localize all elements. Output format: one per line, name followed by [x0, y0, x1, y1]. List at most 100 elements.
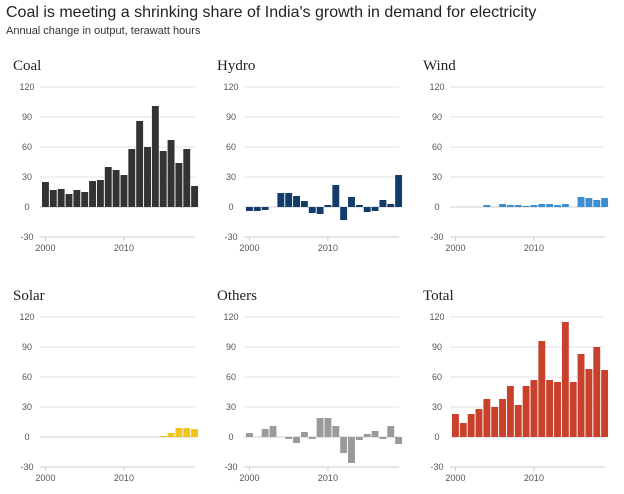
bar-total-2002	[467, 414, 475, 437]
x-tick-label: 2000	[239, 473, 259, 483]
bar-coal-2012	[136, 121, 144, 207]
y-tick-label: 90	[22, 342, 32, 352]
bar-total-2008	[514, 405, 522, 437]
bar-wind-2011	[538, 204, 546, 207]
bar-total-2007	[506, 386, 514, 437]
y-tick-label: -30	[224, 232, 237, 242]
bar-hydro-2019	[395, 175, 403, 207]
y-tick-label: 90	[432, 112, 442, 122]
y-tick-label: 0	[24, 432, 29, 442]
x-tick-label: 2010	[114, 243, 134, 253]
panel-title-hydro: Hydro	[217, 58, 255, 74]
y-tick-label: 60	[22, 372, 32, 382]
bar-hydro-2007	[300, 201, 308, 207]
bar-total-2000	[452, 414, 459, 437]
y-tick-label: -30	[20, 232, 33, 242]
bar-solar-2018	[183, 428, 191, 437]
bar-coal-2001	[49, 190, 57, 207]
bar-wind-2009	[522, 206, 530, 207]
y-tick-label: 30	[432, 172, 442, 182]
bar-wind-2018	[593, 200, 601, 207]
y-tick-label: 120	[429, 312, 444, 322]
chart-subtitle: Annual change in output, terawatt hours	[6, 25, 201, 37]
bar-total-2015	[569, 382, 577, 437]
bar-total-2004	[483, 399, 491, 437]
bar-hydro-2012	[340, 207, 348, 220]
bar-others-2002	[261, 429, 269, 437]
bar-solar-2019	[191, 429, 199, 437]
y-tick-label: 60	[226, 372, 236, 382]
bar-hydro-2016	[371, 207, 379, 211]
bar-others-2000	[246, 433, 253, 437]
y-tick-label: 60	[432, 372, 442, 382]
bar-hydro-2006	[293, 196, 300, 207]
bar-total-2001	[459, 423, 467, 437]
bar-coal-2007	[96, 180, 104, 207]
bar-coal-2002	[57, 189, 65, 207]
x-tick-label: 2000	[35, 473, 55, 483]
bar-hydro-2018	[387, 204, 395, 207]
panel-title-wind: Wind	[423, 58, 456, 74]
bar-total-2013	[554, 382, 561, 437]
chart-title: Coal is meeting a shrinking share of Ind…	[6, 4, 537, 21]
bar-others-2017	[379, 437, 387, 439]
bar-wind-2014	[561, 204, 569, 207]
bar-coal-2016	[167, 140, 175, 207]
bar-coal-2008	[104, 167, 112, 207]
bar-hydro-2004	[277, 193, 285, 207]
bar-wind-2007	[506, 205, 514, 207]
bar-wind-2010	[530, 205, 538, 207]
bar-coal-2019	[191, 186, 199, 207]
bar-coal-2015	[159, 151, 167, 207]
bar-coal-2003	[65, 194, 73, 207]
x-tick-label: 2010	[524, 473, 544, 483]
bar-total-2019	[601, 370, 609, 437]
bar-total-2005	[491, 407, 499, 437]
bar-total-2012	[546, 380, 554, 437]
bar-others-2008	[308, 437, 316, 439]
y-tick-label: 30	[22, 402, 32, 412]
bar-hydro-2009	[316, 207, 324, 214]
bar-others-2019	[395, 437, 403, 444]
bar-others-2006	[293, 437, 300, 443]
y-tick-label: 30	[226, 402, 236, 412]
bar-total-2016	[577, 354, 585, 437]
bar-others-2014	[355, 437, 363, 440]
y-tick-label: 60	[226, 142, 236, 152]
bar-wind-2013	[554, 205, 561, 207]
y-tick-label: 60	[432, 142, 442, 152]
bar-wind-2012	[546, 204, 554, 207]
bar-solar-2015	[159, 436, 167, 437]
y-tick-label: 120	[429, 82, 444, 92]
y-tick-label: 90	[432, 342, 442, 352]
bar-solar-2016	[167, 433, 175, 437]
bar-others-2009	[316, 418, 324, 437]
y-tick-label: 0	[228, 202, 233, 212]
y-tick-label: 120	[223, 82, 238, 92]
bar-coal-2004	[73, 190, 81, 207]
y-tick-label: 120	[223, 312, 238, 322]
bar-wind-2004	[483, 205, 491, 207]
bar-coal-2000	[42, 182, 49, 207]
bar-others-2010	[324, 418, 332, 437]
y-tick-label: -30	[430, 462, 443, 472]
bar-coal-2011	[128, 149, 136, 207]
bar-wind-2019	[601, 198, 609, 207]
bar-hydro-2005	[285, 193, 293, 207]
x-tick-label: 2010	[318, 473, 338, 483]
bar-total-2014	[561, 322, 569, 437]
bar-total-2010	[530, 380, 538, 437]
y-tick-label: 120	[19, 82, 34, 92]
bar-others-2015	[363, 434, 371, 437]
bar-total-2018	[593, 347, 601, 437]
bar-others-2011	[332, 426, 340, 437]
x-tick-label: 2000	[445, 243, 465, 253]
bar-coal-2013	[144, 147, 151, 207]
bar-others-2016	[371, 431, 379, 437]
y-tick-label: 120	[19, 312, 34, 322]
x-tick-label: 2000	[239, 243, 259, 253]
